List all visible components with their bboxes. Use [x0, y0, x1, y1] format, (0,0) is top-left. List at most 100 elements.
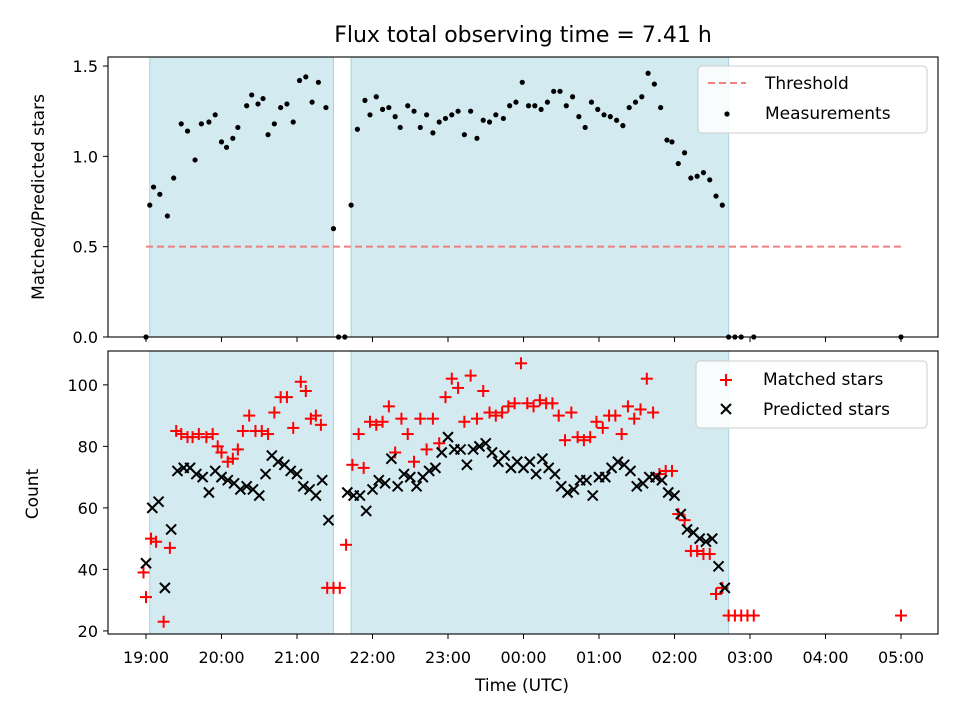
measurement-point: [576, 114, 582, 120]
measurement-point: [260, 95, 266, 102]
predicted-star-point: [568, 483, 580, 496]
predicted-star-point: [442, 431, 454, 443]
predicted-star-point: [297, 480, 309, 493]
matched-star-point: [710, 588, 723, 601]
matched-star-point: [280, 391, 293, 404]
predicted-star-point: [360, 505, 372, 517]
matched-star-point: [255, 424, 268, 437]
observing-window-lower-1: [149, 350, 334, 635]
matched-star-point: [414, 412, 427, 425]
matched-star-point: [408, 455, 421, 468]
x-tick-label: 00:00: [500, 648, 546, 667]
predicted-star-point: [291, 468, 303, 480]
matched-star-point: [186, 431, 199, 444]
measurement-point: [474, 135, 480, 141]
predicted-star-point: [580, 474, 593, 486]
measurement-point: [244, 103, 250, 109]
measurement-point: [442, 115, 449, 122]
matched-star-point: [458, 415, 471, 428]
x-axis-label: Time (UTC): [474, 676, 569, 696]
measurement-point: [362, 97, 368, 103]
matched-star-point: [470, 412, 483, 425]
measurement-point: [278, 104, 284, 111]
measurement-point: [178, 121, 184, 127]
measurement-point: [206, 119, 212, 125]
matched-star-point: [527, 400, 540, 413]
predicted-star-point: [366, 483, 379, 496]
matched-star-point: [464, 369, 477, 382]
measurement-point: [582, 124, 588, 131]
matched-star-point: [426, 412, 439, 425]
measurement-point: [249, 92, 255, 98]
x-tick-label: 20:00: [198, 648, 244, 667]
matched-star-point: [895, 609, 907, 622]
matched-stars-points: [137, 357, 907, 628]
measurement-point: [639, 94, 645, 100]
matched-star-point: [370, 418, 383, 431]
matched-star-point: [477, 384, 490, 397]
predicted-star-point: [222, 474, 234, 486]
predicted-stars-points: [140, 431, 731, 594]
ratio-y-tick-label: 1.5: [73, 57, 98, 76]
matched-star-point: [309, 409, 322, 422]
predicted-star-point: [712, 560, 725, 573]
measurement-point: [255, 101, 261, 107]
predicted-star-point: [379, 477, 391, 489]
measurement-point: [569, 94, 576, 100]
predicted-star-point: [203, 486, 215, 499]
measurement-point: [386, 104, 392, 111]
predicted-star-point: [631, 480, 643, 493]
matched-star-point: [157, 615, 170, 628]
predicted-star-point: [436, 446, 448, 459]
matched-star-point: [678, 514, 691, 527]
measurement-point: [500, 115, 506, 122]
count-panel: 20 40 60 80 100 19:00 20:00 21:00 22:00 23:00 00:…: [23, 350, 939, 696]
measurement-point: [223, 144, 230, 150]
predicted-star-point: [561, 486, 574, 499]
matched-star-point: [299, 384, 312, 397]
measurement-point: [290, 119, 296, 125]
measurement-point: [544, 99, 551, 105]
predicted-star-point: [486, 446, 498, 459]
count-y-tick-label: 40: [78, 560, 98, 579]
predicted-star-point: [662, 486, 674, 499]
measurement-point: [675, 160, 681, 167]
matched-star-point: [395, 412, 408, 425]
matched-star-point: [584, 431, 597, 444]
matched-star-point: [609, 409, 622, 422]
measurement-point: [330, 226, 337, 232]
legend-measurements-label: Measurements: [765, 104, 891, 124]
matched-star-point: [647, 406, 660, 419]
measurement-point: [235, 124, 241, 131]
predicted-star-point: [536, 452, 549, 465]
predicted-star-point: [391, 480, 404, 493]
predicted-star-point: [341, 486, 354, 499]
predicted-star-point: [272, 456, 284, 468]
measurement-point: [669, 139, 675, 145]
legend-threshold-label: Threshold: [764, 74, 849, 94]
predicted-star-point: [649, 471, 662, 483]
matched-star-point: [445, 372, 458, 385]
measurement-point: [664, 137, 670, 143]
measurement-point: [480, 117, 486, 123]
measurement-point: [192, 157, 198, 163]
predicted-star-point: [322, 514, 335, 526]
predicted-star-point: [140, 557, 152, 569]
x-tick-label: 22:00: [349, 648, 395, 667]
measurement-point: [271, 121, 277, 127]
measurement-point: [694, 173, 700, 179]
ratio-legend: Threshold Measurements: [697, 65, 928, 134]
ratio-x-ticks: [145, 337, 902, 342]
matched-star-point: [439, 391, 452, 404]
measurement-point: [557, 88, 563, 94]
ratio-y-tick-label: 0.0: [73, 328, 98, 347]
matched-star-point: [665, 464, 678, 477]
measurement-point: [538, 106, 544, 112]
matched-star-point: [502, 400, 515, 413]
measurement-point: [411, 108, 417, 114]
matched-star-point: [521, 397, 534, 410]
legend-matched-swatch: [720, 374, 732, 386]
measurement-point: [315, 79, 321, 85]
predicted-star-point: [253, 489, 265, 502]
matched-star-point: [314, 418, 327, 431]
